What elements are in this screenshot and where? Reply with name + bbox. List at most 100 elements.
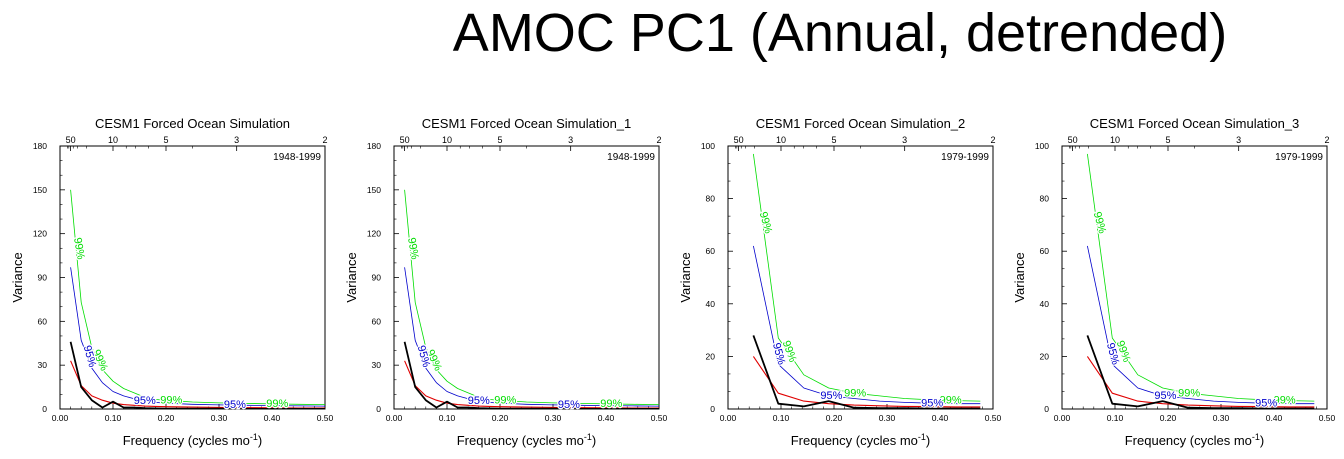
- y-tick-label: 40: [1040, 299, 1050, 309]
- x-tick-label: 0.20: [158, 413, 175, 423]
- x-axis-label-sup: -1: [1252, 432, 1260, 442]
- series-line-red-noise: [70, 360, 325, 409]
- sig99-label: 99%: [1178, 387, 1200, 399]
- y-tick-label: 150: [33, 185, 47, 195]
- y-tick-label: 0: [376, 404, 381, 414]
- sig95-label: 95%: [468, 395, 490, 407]
- y-tick-label: 30: [372, 360, 382, 370]
- sig99-label: 99%: [1274, 394, 1296, 406]
- top-tick-label: 50: [66, 135, 76, 145]
- y-tick-label: 120: [33, 229, 47, 239]
- y-tick-label: 20: [706, 351, 716, 361]
- sig99-label: 99%: [940, 394, 962, 406]
- y-tick-label: 0: [1044, 404, 1049, 414]
- y-axis-label: Variance: [344, 252, 359, 302]
- series-line-red-noise: [1086, 356, 1315, 408]
- chart-panel-1: CESM1 Forced Ocean Simulation 1948-1999 0.…: [10, 116, 334, 448]
- top-tick-label: 10: [442, 135, 452, 145]
- sig99-label: 99%: [405, 237, 421, 261]
- y-tick-label: 20: [1040, 351, 1050, 361]
- sig95-label: 95%: [81, 344, 98, 369]
- series-line-sig99: [753, 153, 981, 402]
- top-tick-label: 50: [400, 135, 410, 145]
- x-tick-label: 0.50: [985, 413, 1002, 423]
- x-tick-label: 0.50: [651, 413, 668, 423]
- y-tick-label: 180: [367, 141, 381, 151]
- sig95-label: 95%: [134, 395, 156, 407]
- y-axis-label: Variance: [678, 252, 693, 302]
- series-group: [752, 153, 981, 409]
- series-line-spectrum: [752, 335, 981, 409]
- x-tick-label: 0.00: [386, 413, 403, 423]
- panel-title: CESM1 Forced Ocean Simulation: [95, 116, 290, 131]
- x-tick-label: 0.20: [492, 413, 509, 423]
- top-tick-label: 2: [322, 135, 327, 145]
- sig95-label: 95%: [224, 399, 246, 411]
- period-label: 1948-1999: [607, 152, 655, 163]
- x-tick-label: 0.50: [317, 413, 334, 423]
- sig99-label: 99%: [600, 398, 622, 410]
- x-tick-label: 0.20: [1160, 413, 1177, 423]
- y-tick-label: 90: [372, 273, 382, 283]
- y-tick-label: 60: [38, 316, 48, 326]
- x-axis-label-sup: -1: [918, 432, 926, 442]
- y-tick-label: 120: [367, 229, 381, 239]
- sig99-label: 99%: [1091, 211, 1108, 236]
- sig95-label: 95%: [820, 390, 842, 402]
- x-tick-label: 0.00: [720, 413, 737, 423]
- sig95-label: 95%: [1255, 397, 1277, 409]
- top-tick-label: 3: [902, 135, 907, 145]
- sig95-label: 95%: [558, 399, 580, 411]
- x-tick-label: 0.00: [52, 413, 69, 423]
- plot-frame: [727, 145, 994, 410]
- period-label: 1979-1999: [941, 152, 989, 163]
- series-line-sig95: [753, 245, 981, 405]
- x-axis-label: Frequency (cycles mo-1): [457, 432, 597, 448]
- series-group: [69, 189, 325, 409]
- sig99-label: 99%: [494, 395, 516, 407]
- y-tick-label: 150: [367, 185, 381, 195]
- x-axis-label-text: Frequency (cycles mo: [1125, 433, 1252, 448]
- series-line-sig99: [1087, 153, 1315, 402]
- top-tick-label: 3: [1236, 135, 1241, 145]
- period-label: 1979-1999: [1275, 152, 1323, 163]
- x-tick-label: 0.40: [1266, 413, 1283, 423]
- series-line-spectrum: [403, 341, 659, 409]
- x-axis-label-end: ): [258, 433, 262, 448]
- top-tick-label: 10: [776, 135, 786, 145]
- top-tick-label: 2: [1324, 135, 1329, 145]
- top-tick-label: 2: [656, 135, 661, 145]
- series-line-red-noise: [404, 360, 659, 409]
- y-tick-label: 0: [710, 404, 715, 414]
- series-line-spectrum: [1086, 335, 1315, 409]
- y-tick-label: 180: [33, 141, 47, 151]
- x-tick-label: 0.40: [264, 413, 281, 423]
- x-tick-label: 0.40: [932, 413, 949, 423]
- x-tick-label: 0.30: [879, 413, 896, 423]
- x-tick-label: 0.10: [439, 413, 456, 423]
- top-tick-label: 3: [568, 135, 573, 145]
- x-axis-label: Frequency (cycles mo-1): [791, 432, 931, 448]
- chart-panel-4: CESM1 Forced Ocean Simulation_3 1979-1999…: [1012, 116, 1336, 448]
- y-axis-label: Variance: [10, 252, 25, 302]
- series-line-sig95: [70, 267, 325, 407]
- sig99-label: 99%: [160, 395, 182, 407]
- x-axis-label: Frequency (cycles mo-1): [1125, 432, 1265, 448]
- x-axis-label-sup: -1: [584, 432, 592, 442]
- y-tick-label: 60: [1040, 246, 1050, 256]
- chart-panel-3: CESM1 Forced Ocean Simulation_2 1979-1999…: [678, 116, 1002, 448]
- top-tick-label: 5: [1165, 135, 1170, 145]
- top-tick-label: 10: [1110, 135, 1120, 145]
- series-group: [1086, 153, 1315, 409]
- y-tick-label: 100: [701, 141, 715, 151]
- y-tick-label: 30: [38, 360, 48, 370]
- x-axis-label-end: ): [592, 433, 596, 448]
- top-tick-label: 5: [831, 135, 836, 145]
- x-axis-label-sup: -1: [250, 432, 258, 442]
- x-axis-label-end: ): [926, 433, 930, 448]
- top-tick-label: 5: [163, 135, 168, 145]
- x-tick-label: 0.30: [1213, 413, 1230, 423]
- top-tick-label: 50: [734, 135, 744, 145]
- series-line-spectrum: [69, 341, 325, 409]
- x-tick-label: 0.10: [1107, 413, 1124, 423]
